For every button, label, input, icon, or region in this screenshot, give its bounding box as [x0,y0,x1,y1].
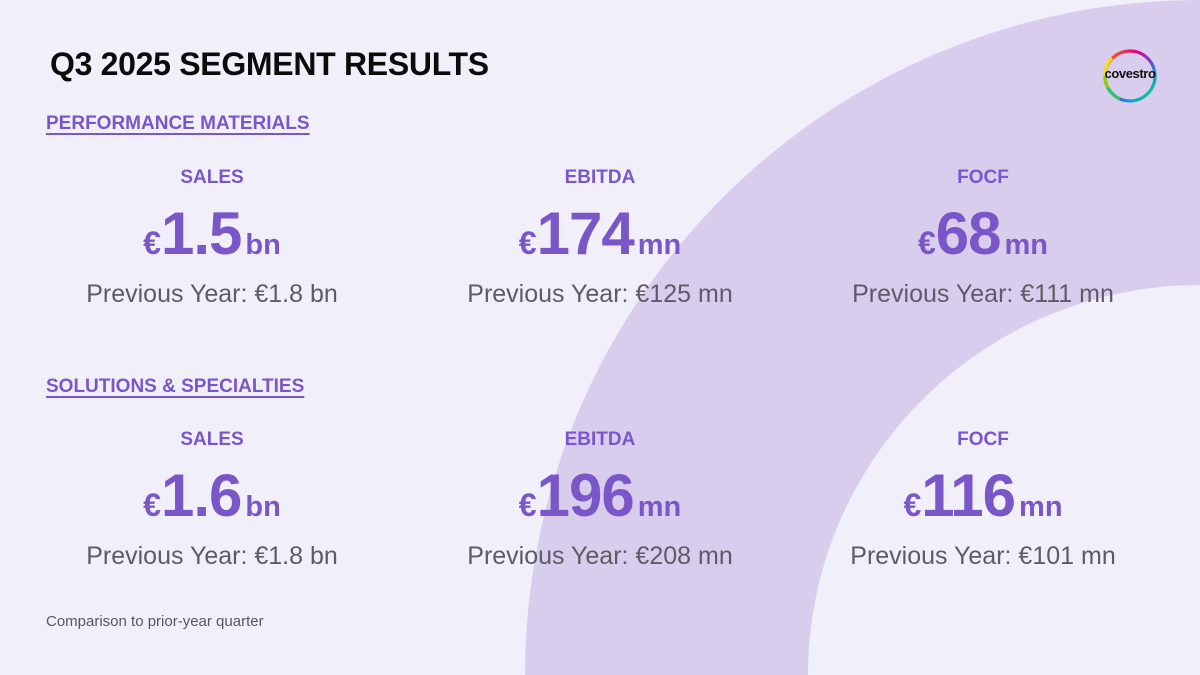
metric-label: FOCF [957,167,1009,188]
value-number: 1.6 [160,462,242,529]
metric-ss-sales: SALES €1.6 bn Previous Year: €1.8 bn [22,428,402,572]
previous-year-value: Previous Year: €208 mn [467,542,733,570]
currency-symbol: € [903,487,922,523]
value-unit: bn [245,491,281,523]
value-unit: mn [1004,229,1049,261]
covestro-logo: covestro [1100,46,1160,106]
currency-symbol: € [143,487,161,523]
metric-ss-ebitda: EBITDA €196 mn Previous Year: €208 mn [410,428,790,572]
previous-year-value: Previous Year: €1.8 bn [86,280,338,308]
previous-year-value: Previous Year: €125 mn [467,280,733,308]
value-number: 116 [921,462,1016,529]
metric-pm-focf: FOCF €68 mn Previous Year: €111 mn [793,166,1173,310]
metric-label: EBITDA [564,429,636,450]
logo-wordmark: covestro [1104,66,1156,81]
metric-pm-ebitda: EBITDA €174 mn Previous Year: €125 mn [410,166,790,310]
metric-value: €68 mn [793,198,1173,270]
value-unit: bn [245,229,281,261]
metric-value: €174 mn [410,198,790,270]
segment-heading-performance-materials: PERFORMANCE MATERIALS [46,113,310,134]
previous-year-value: Previous Year: €111 mn [852,280,1114,308]
metric-label: SALES [180,167,244,188]
currency-symbol: € [518,225,537,261]
value-number: 1.5 [160,200,242,267]
metric-value: €1.5 bn [22,198,402,270]
metric-value: €116 mn [793,460,1173,532]
previous-year-value: Previous Year: €101 mn [850,542,1116,570]
metric-label: EBITDA [564,167,636,188]
metric-label: SALES [180,429,244,450]
value-unit: mn [1019,491,1063,523]
value-number: 174 [536,200,635,267]
currency-symbol: € [917,225,936,261]
metric-value: €196 mn [410,460,790,532]
metric-pm-sales: SALES €1.5 bn Previous Year: €1.8 bn [22,166,402,310]
segment-heading-solutions-specialties: SOLUTIONS & SPECIALTIES [46,376,305,397]
value-unit: mn [637,229,682,261]
covestro-ring-logo-icon [1103,49,1157,103]
value-unit: mn [637,491,682,523]
value-number: 68 [935,200,1002,267]
currency-symbol: € [518,487,537,523]
metric-ss-focf: FOCF €116 mn Previous Year: €101 mn [793,428,1173,572]
page-title: Q3 2025 SEGMENT RESULTS [50,46,489,82]
value-number: 196 [536,462,635,529]
metric-value: €1.6 bn [22,460,402,532]
metric-label: FOCF [957,429,1009,450]
previous-year-value: Previous Year: €1.8 bn [86,542,338,570]
footnote: Comparison to prior-year quarter [46,613,264,630]
currency-symbol: € [143,225,161,261]
